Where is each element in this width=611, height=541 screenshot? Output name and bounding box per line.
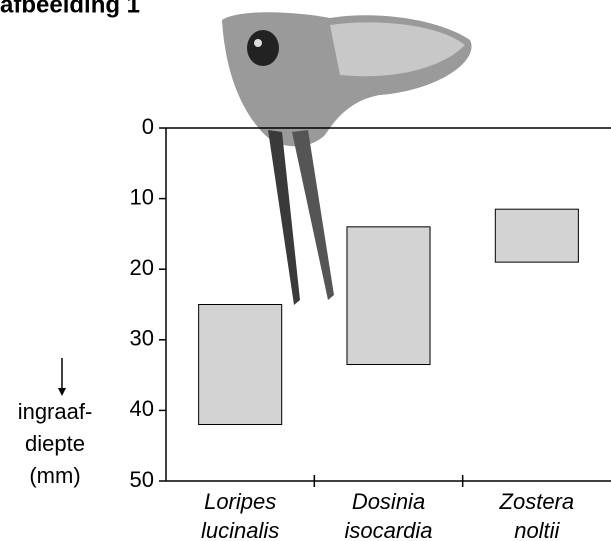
bar [198,304,283,426]
bar [494,208,579,263]
y-tick-label: 0 [142,114,154,139]
x-tick-label: Loripes lucinalis [201,489,279,541]
bird-illustration [222,12,472,305]
y-tick-label: 30 [130,326,154,351]
x-tick-label: Dosinia isocardia [344,489,432,541]
y-axis-label: (mm) [29,463,80,488]
y-axis-label: ingraaf- [18,399,93,424]
y-tick-label: 10 [130,184,154,209]
bar [346,226,431,366]
y-arrow-head [58,388,66,396]
x-tick-label: Zostera noltii [499,489,575,541]
chart-title: afbeelding 1 [0,0,140,18]
y-tick-label: 20 [130,255,154,280]
y-axis-label: diepte [25,431,85,456]
y-tick-label: 40 [130,396,154,421]
y-tick-label: 50 [130,467,154,492]
